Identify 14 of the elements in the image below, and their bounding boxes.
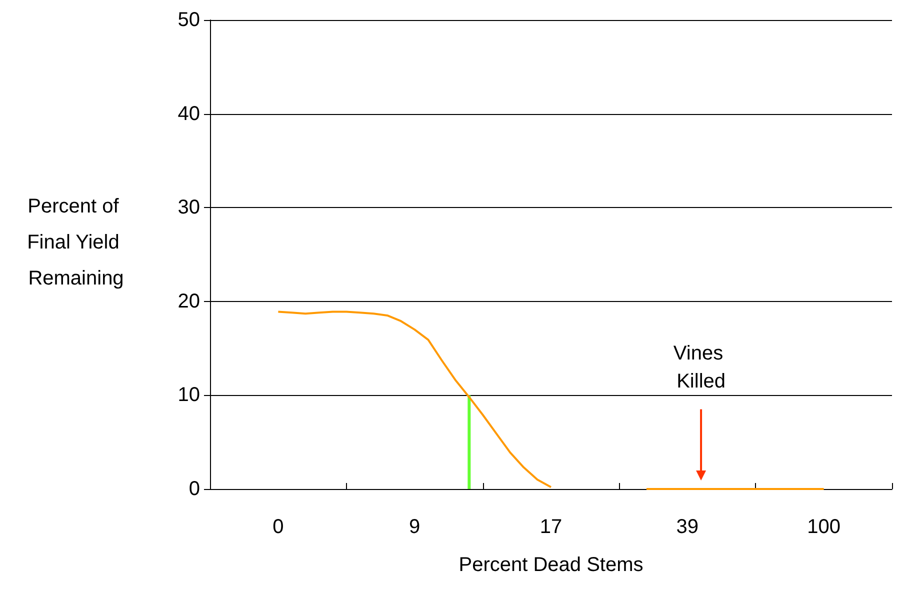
x-tick-label: 17 bbox=[540, 516, 562, 538]
x-tick-label: 100 bbox=[807, 516, 840, 538]
x-tick-label: 0 bbox=[272, 516, 284, 538]
x-tick-label: 39 bbox=[676, 516, 699, 538]
y-tick-label: 30 bbox=[178, 196, 200, 219]
y-tick-label: 10 bbox=[178, 384, 200, 406]
y-tick-label: 20 bbox=[178, 290, 200, 312]
y-tick-label: 40 bbox=[178, 102, 200, 125]
x-axis-title: Percent Dead Stems bbox=[458, 554, 644, 576]
y-axis-title: Percent of Final Yield Remaining bbox=[27, 196, 125, 290]
x-tick-label: 9 bbox=[409, 516, 420, 538]
annotation: Vines Killed bbox=[673, 342, 729, 392]
y-tick-label: 50 bbox=[178, 9, 200, 31]
y-tick-label: 0 bbox=[188, 478, 200, 500]
